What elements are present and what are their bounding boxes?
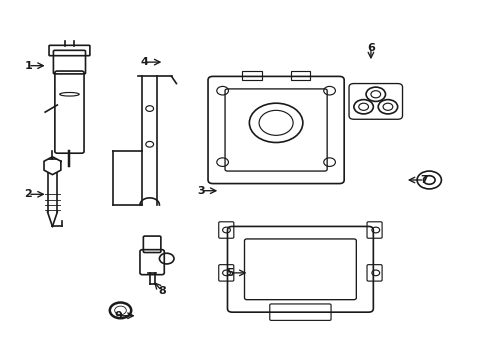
Text: 7: 7 (420, 175, 427, 185)
Text: 6: 6 (366, 43, 374, 53)
Text: 1: 1 (24, 61, 32, 71)
Text: 9: 9 (114, 311, 122, 321)
Text: 4: 4 (141, 57, 148, 67)
Text: 5: 5 (225, 268, 233, 278)
Text: 8: 8 (158, 286, 165, 296)
Bar (242, 71, 261, 80)
Text: 2: 2 (24, 189, 32, 199)
Text: 3: 3 (197, 186, 204, 196)
Bar (290, 71, 309, 80)
